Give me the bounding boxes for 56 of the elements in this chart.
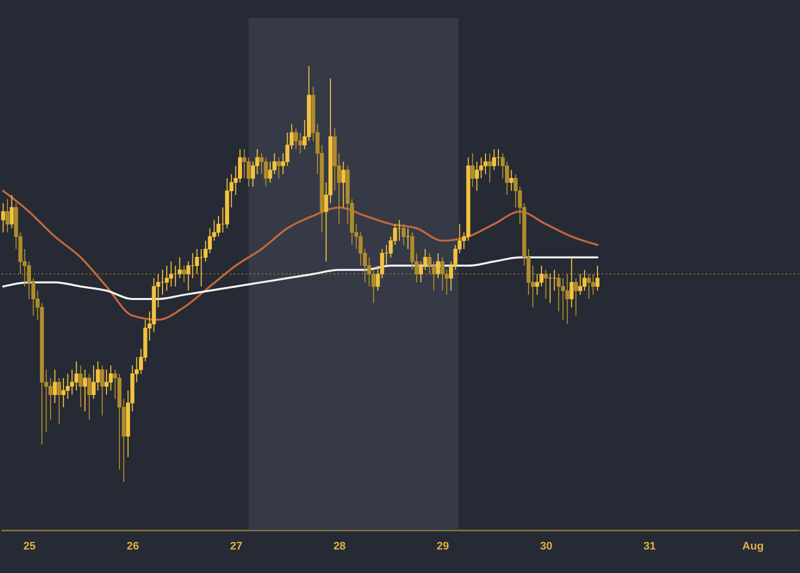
candlestick — [82, 369, 87, 412]
x-tick-label: 31 — [644, 540, 656, 552]
candlestick — [52, 369, 57, 404]
candlestick — [104, 369, 109, 396]
candlestick — [544, 269, 548, 300]
candlestick — [272, 152, 276, 175]
candlestick — [194, 248, 199, 274]
candlestick — [264, 157, 268, 188]
x-tick-label: 25 — [23, 540, 36, 552]
candlestick — [565, 274, 570, 324]
candlestick — [96, 360, 100, 391]
candlestick — [556, 274, 561, 312]
candlestick — [470, 152, 475, 188]
x-tick-label: 29 — [436, 540, 450, 552]
candlestick — [5, 198, 10, 233]
candlestick — [74, 360, 78, 391]
candlestick — [509, 170, 514, 192]
candlestick — [436, 252, 440, 279]
candlestick — [78, 365, 83, 408]
candlestick — [10, 194, 14, 229]
x-tick-label: 28 — [333, 540, 346, 552]
candlestick — [57, 378, 62, 424]
candlestick — [500, 152, 505, 179]
candlestick — [574, 278, 578, 316]
candlestick — [276, 157, 281, 179]
candlestick — [216, 215, 220, 238]
candlestick — [182, 265, 186, 283]
candlestick — [298, 132, 302, 154]
candlestick — [268, 161, 272, 183]
candlestick — [488, 152, 492, 183]
candlestick — [492, 148, 496, 170]
candlestick — [402, 224, 406, 246]
candlestick — [595, 265, 600, 292]
candlestick — [169, 261, 174, 287]
candlestick — [87, 373, 92, 420]
x-tick-label: Aug — [742, 540, 764, 552]
x-tick-label: 26 — [126, 540, 139, 552]
candlestick — [1, 202, 6, 233]
candlestick — [341, 161, 346, 208]
candlestick — [164, 265, 169, 292]
x-tick-label: 27 — [230, 540, 242, 552]
candlestick — [474, 161, 479, 192]
candlestick — [432, 261, 436, 292]
candlestick — [586, 274, 591, 300]
candlestick — [100, 365, 104, 416]
candlestick — [539, 265, 544, 287]
candlestick — [535, 274, 540, 296]
candlestick — [483, 152, 488, 175]
candlestick — [591, 274, 596, 296]
candlestick — [570, 256, 574, 308]
candlestick — [108, 365, 113, 391]
x-tick-label: 30 — [540, 540, 552, 552]
candlestick — [578, 274, 582, 296]
candlestick — [514, 174, 518, 208]
candlestick — [92, 365, 96, 400]
candlestick — [260, 152, 264, 175]
